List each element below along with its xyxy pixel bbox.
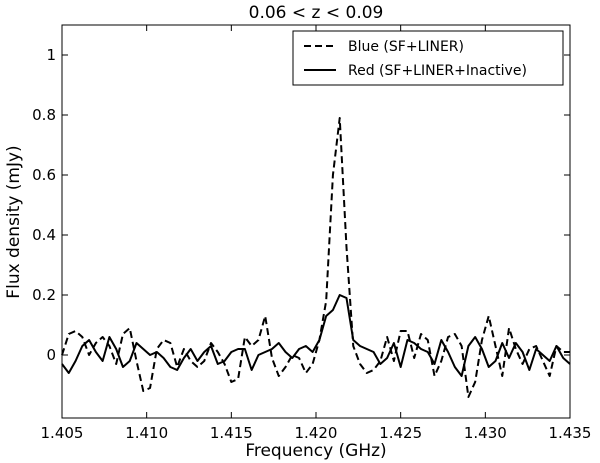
y-tick-label: 0 xyxy=(46,346,56,364)
y-tick-label: 1 xyxy=(46,46,56,64)
y-tick-label: 0.4 xyxy=(32,226,56,244)
y-tick-label: 0.6 xyxy=(32,166,56,184)
x-tick-label: 1.415 xyxy=(210,424,253,442)
legend-frame xyxy=(292,30,564,86)
legend-label-red: Red (SF+LINER+Inactive) xyxy=(348,63,527,79)
series-layer xyxy=(61,117,571,398)
y-axis-label: Flux density (mJy) xyxy=(4,145,24,298)
legend: Blue (SF+LINER) Red (SF+LINER+Inactive) xyxy=(292,30,564,86)
y-tick-label: 0.2 xyxy=(32,286,56,304)
x-tick-label: 1.410 xyxy=(125,424,168,442)
x-tick-label: 1.405 xyxy=(41,424,84,442)
x-tick-label: 1.430 xyxy=(464,424,507,442)
x-axis-label: Frequency (GHz) xyxy=(245,441,386,461)
chart-title: 0.06 < z < 0.09 xyxy=(249,3,384,23)
x-tick-label: 1.425 xyxy=(379,424,422,442)
x-tick-label: 1.420 xyxy=(295,424,338,442)
ticks-layer: 1.405 1.410 1.415 1.420 1.425 1.430 1.435 0 0.2 0… xyxy=(32,25,591,442)
series-line-blue xyxy=(61,117,570,398)
series-line-red xyxy=(61,294,571,377)
legend-label-blue: Blue (SF+LINER) xyxy=(348,39,464,55)
x-tick-label: 1.435 xyxy=(549,424,592,442)
y-tick-label: 0.8 xyxy=(32,106,56,124)
